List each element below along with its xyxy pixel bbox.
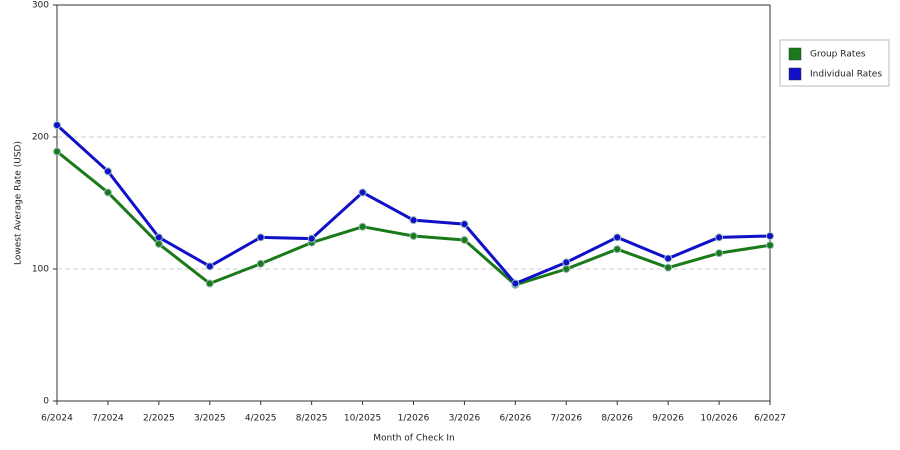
x-tick-label: 3/2026 — [449, 414, 481, 424]
x-tick-label: 10/2025 — [344, 414, 381, 424]
y-tick-label: 0 — [43, 397, 49, 407]
data-point — [103, 188, 112, 197]
legend-label: Individual Rates — [810, 70, 882, 80]
data-point — [664, 254, 673, 263]
data-point — [409, 216, 418, 225]
data-point — [766, 232, 774, 240]
x-tick-label: 8/2025 — [296, 414, 328, 424]
data-point — [613, 245, 622, 254]
data-point — [256, 233, 265, 242]
data-point — [103, 167, 112, 176]
legend-swatch — [788, 67, 802, 81]
x-axis-label: Month of Check In — [373, 434, 455, 444]
x-tick-label: 9/2026 — [652, 414, 684, 424]
x-tick-label: 6/2026 — [500, 414, 532, 424]
x-tick-label: 1/2026 — [398, 414, 430, 424]
data-point — [715, 233, 724, 242]
data-point — [154, 233, 163, 242]
data-point — [53, 121, 61, 130]
data-point — [154, 239, 163, 248]
y-axis-label: Lowest Average Rate (USD) — [14, 141, 24, 265]
data-point — [562, 258, 571, 267]
x-tick-label: 6/2024 — [41, 414, 73, 424]
data-point — [358, 222, 367, 231]
x-tick-label: 6/2027 — [754, 414, 786, 424]
plot-frame — [56, 4, 771, 402]
data-point — [205, 262, 214, 271]
x-tick-label: 3/2025 — [194, 414, 226, 424]
legend-swatch — [788, 47, 802, 61]
data-point — [562, 265, 571, 273]
data-point — [53, 147, 61, 156]
data-point — [460, 220, 469, 229]
data-point — [460, 235, 469, 244]
y-tick-label: 300 — [32, 1, 49, 11]
legend-label: Group Rates — [810, 50, 866, 60]
x-tick-label: 7/2024 — [92, 414, 124, 424]
y-tick-label: 200 — [32, 133, 49, 143]
x-tick-label: 8/2026 — [601, 414, 633, 424]
data-point — [409, 232, 418, 240]
x-tick-label: 7/2026 — [550, 414, 582, 424]
x-tick-label: 4/2025 — [245, 414, 277, 424]
data-point — [256, 259, 265, 268]
data-point — [664, 263, 673, 272]
data-point — [511, 279, 520, 288]
data-point — [205, 279, 214, 288]
x-tick-label: 2/2025 — [143, 414, 175, 424]
data-point — [307, 234, 316, 243]
y-tick-label: 100 — [32, 265, 49, 275]
x-tick-label: 10/2026 — [700, 414, 738, 424]
data-point — [613, 233, 622, 242]
data-point — [358, 188, 367, 197]
data-point — [715, 249, 724, 258]
data-point — [766, 241, 774, 250]
